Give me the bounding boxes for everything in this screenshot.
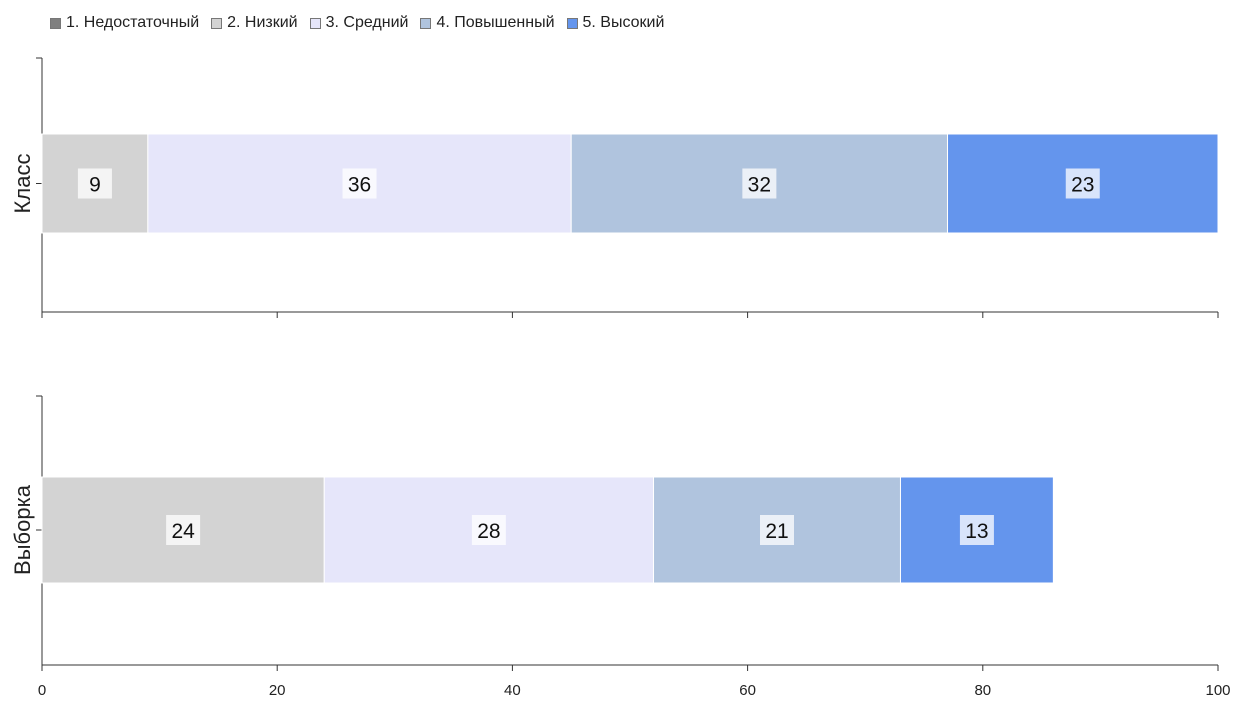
value-label-bg bbox=[1065, 168, 1100, 199]
value-label: 24 bbox=[171, 520, 195, 543]
x-tick-label: 0 bbox=[38, 682, 46, 699]
x-tick-label: 60 bbox=[739, 682, 756, 699]
legend-label: 2. Низкий bbox=[227, 14, 298, 31]
legend-label: 4. Повышенный bbox=[436, 14, 555, 31]
legend-item: 3. Средний bbox=[309, 14, 409, 32]
legend: 1. Недостаточный 2. Низкий 3. Средний 4. По… bbox=[50, 14, 664, 32]
category-label: Выборка bbox=[10, 484, 35, 575]
x-tick-label: 20 bbox=[269, 682, 286, 699]
legend-swatch bbox=[211, 17, 223, 29]
value-label-bg bbox=[342, 168, 377, 199]
legend-swatch bbox=[566, 17, 578, 29]
legend-label: 3. Средний bbox=[325, 14, 409, 31]
legend-item: 2. Низкий bbox=[211, 14, 298, 32]
legend-item: 5. Высокий bbox=[566, 14, 665, 32]
value-label: 21 bbox=[765, 520, 788, 543]
legend-item: 4. Повышенный bbox=[420, 14, 555, 32]
x-tick-label: 80 bbox=[974, 682, 991, 699]
legend-label: 5. Высокий bbox=[582, 14, 665, 31]
value-label-bg bbox=[471, 515, 506, 545]
legend-label: 1. Недостаточный bbox=[66, 14, 200, 31]
value-label: 13 bbox=[965, 520, 988, 543]
bar-segment bbox=[41, 476, 325, 584]
value-label-bg bbox=[959, 515, 994, 545]
legend-item: 1. Недостаточный bbox=[50, 14, 199, 32]
legend-swatch bbox=[309, 17, 321, 29]
value-label-bg bbox=[742, 168, 777, 199]
value-label: 9 bbox=[89, 174, 101, 197]
value-label-bg bbox=[77, 168, 112, 199]
value-label: 32 bbox=[748, 174, 771, 197]
legend-swatch bbox=[420, 17, 432, 29]
value-label-bg bbox=[166, 515, 201, 545]
legend-swatch bbox=[50, 17, 61, 29]
value-label: 23 bbox=[1071, 174, 1094, 197]
x-tick-label: 40 bbox=[504, 682, 521, 699]
value-label: 36 bbox=[348, 174, 371, 197]
x-tick-label: 100 bbox=[1205, 682, 1230, 699]
category-label: Класс bbox=[10, 154, 35, 214]
value-label-bg bbox=[760, 515, 794, 545]
value-label: 28 bbox=[477, 520, 500, 543]
